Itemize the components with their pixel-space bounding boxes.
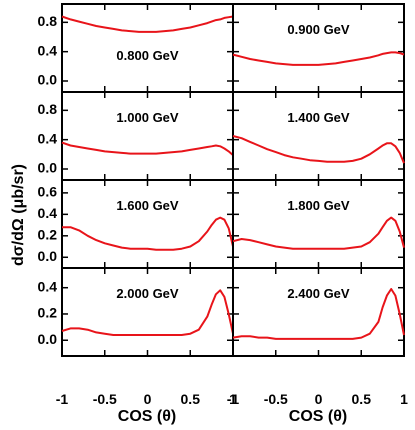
panel-frame — [232, 3, 405, 93]
panel-7: 0.0 0.2 0.4 2.000 GeV — [38, 267, 234, 357]
y-tick-label: 0.0 — [38, 248, 58, 264]
panel-3: 0.0 0.4 0.8 1.000 GeV — [38, 91, 234, 181]
x-tick-label: 1 — [229, 391, 237, 407]
y-tick-label: 0.0 — [38, 72, 58, 88]
y-tick-label: 0.2 — [38, 227, 58, 243]
y-tick-label: 0.4 — [38, 278, 58, 294]
y-tick-label: 0.4 — [38, 130, 58, 146]
panel-frame — [232, 179, 405, 269]
x-tick-label: -1 — [56, 391, 69, 407]
panels-group: 0.0 0.4 0.8 0.800 GeV 0.900 GeV 0.0 0.4 0.8 1.00… — [38, 3, 408, 407]
panel-frame — [61, 91, 234, 181]
panel-6: 1.800 GeV — [232, 179, 405, 269]
y-tick-label: 0.8 — [38, 13, 58, 29]
x-axis-title-right: COS (θ) — [289, 408, 347, 425]
x-tick-label: 0.5 — [181, 391, 201, 407]
panel-frame — [232, 267, 405, 357]
y-axis-title: dσ/dΩ (μb/sr) — [10, 164, 27, 266]
y-tick-label: 0.4 — [38, 42, 58, 58]
panel-2: 0.900 GeV — [232, 3, 405, 93]
y-tick-label: 0.0 — [38, 331, 58, 347]
panel-frame — [61, 179, 234, 269]
panel-4: 1.400 GeV — [232, 91, 405, 181]
x-tick-label: -0.5 — [93, 391, 117, 407]
x-tick-label: 1 — [400, 391, 408, 407]
y-tick-label: 0.6 — [38, 184, 58, 200]
x-tick-label: 0 — [315, 391, 323, 407]
y-tick-label: 0.4 — [38, 205, 58, 221]
panel-label: 1.000 GeV — [116, 110, 178, 125]
x-tick-label: 0.5 — [352, 391, 372, 407]
panel-frame — [61, 267, 234, 357]
y-tick-label: 0.0 — [38, 160, 58, 176]
y-tick-label: 0.2 — [38, 305, 58, 321]
series-line — [232, 216, 405, 250]
series-line — [61, 141, 234, 156]
panel-label: 1.800 GeV — [287, 198, 349, 213]
panel-frame — [232, 91, 405, 181]
y-tick-label: 0.8 — [38, 101, 58, 117]
panel-label: 1.600 GeV — [116, 198, 178, 213]
series-line — [61, 15, 234, 33]
panel-5: 0.0 0.2 0.4 0.6 1.600 GeV — [38, 179, 234, 269]
series-line — [232, 51, 405, 66]
panel-label: 1.400 GeV — [287, 110, 349, 125]
x-tick-label: 0 — [144, 391, 152, 407]
x-axis-title-left: COS (θ) — [118, 408, 176, 425]
panel-8: 2.400 GeV — [232, 267, 405, 357]
series-line — [61, 289, 234, 336]
panel-label: 2.400 GeV — [287, 286, 349, 301]
x-tick-label: -1 — [227, 391, 240, 407]
panel-label: 2.000 GeV — [116, 286, 178, 301]
panel-1: 0.0 0.4 0.8 0.800 GeV — [38, 3, 234, 93]
series-line — [232, 288, 405, 340]
series-line — [232, 135, 405, 164]
x-tick-label: -0.5 — [264, 391, 288, 407]
series-line — [62, 216, 234, 251]
panel-label: 0.800 GeV — [116, 48, 178, 63]
panel-label: 0.900 GeV — [287, 22, 349, 37]
